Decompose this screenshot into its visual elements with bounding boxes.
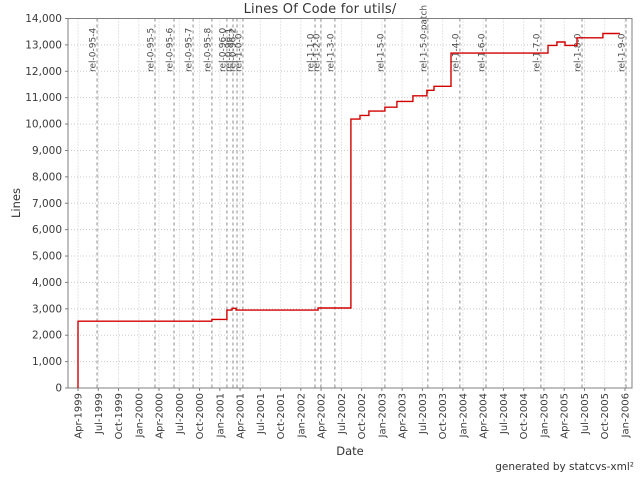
y-tick-label: 14,000 (25, 13, 62, 25)
x-tick-label: Apr-2002 (317, 393, 328, 439)
release-label: rel-1-0-0 (234, 33, 244, 72)
x-tick-label: Jul-1999 (94, 393, 105, 435)
release-label: rel-0-95-8 (203, 28, 213, 72)
release-label: rel-0-96-2 (229, 28, 239, 72)
y-tick-label: 7,000 (32, 198, 62, 210)
release-label: rel-0-95-7 (185, 28, 195, 72)
x-tick-label: Oct-2003 (438, 393, 449, 439)
y-tick-label: 12,000 (25, 66, 62, 78)
x-tick-label: Jul-2005 (580, 393, 591, 435)
x-tick-label: Oct-1999 (114, 393, 125, 439)
x-tick-label: Apr-2005 (560, 393, 571, 439)
y-axis-title: Lines (9, 188, 23, 218)
x-tick-label: Jan-2006 (621, 393, 632, 438)
x-tick-label: Oct-2002 (357, 393, 368, 439)
x-tick-label: Jul-2003 (418, 393, 429, 435)
y-tick-label: 4,000 (32, 277, 62, 289)
release-label: rel-1-8-0 (574, 33, 584, 72)
release-label: rel-1-3-0 (326, 33, 336, 72)
y-tick-label: 3,000 (32, 303, 62, 315)
y-tick-label: 13,000 (25, 39, 62, 51)
credit-note: generated by statcvs-xml² (495, 461, 634, 473)
x-tick-label: Apr-1999 (74, 393, 85, 439)
y-tick-label: 5,000 (32, 251, 62, 263)
release-label: rel-1-9-0 (618, 33, 628, 72)
x-tick-label: Jan-2005 (539, 393, 550, 438)
x-tick-label: Jul-2002 (337, 393, 348, 435)
release-label: rel-0-95-4 (89, 28, 99, 72)
x-tick-label: Jul-2004 (499, 393, 510, 435)
y-tick-label: 11,000 (25, 92, 62, 104)
y-tick-label: 6,000 (32, 224, 62, 236)
x-tick-label: Jan-2001 (215, 393, 226, 438)
x-tick-label: Jul-2001 (256, 393, 267, 435)
x-tick-label: Jan-2000 (134, 393, 145, 438)
plot-border (67, 18, 633, 389)
release-label: rel-1-5-0 (376, 33, 386, 72)
x-tick-label: Oct-2004 (519, 393, 530, 439)
x-axis-title: Date (336, 444, 364, 458)
release-label: rel-0-95-6 (166, 28, 176, 72)
y-tick-label: 10,000 (25, 119, 62, 131)
y-tick-label: 0 (55, 383, 62, 395)
x-tick-label: Jan-2004 (458, 393, 469, 438)
x-tick-label: Apr-2003 (398, 393, 409, 439)
x-tick-label: Apr-2001 (236, 393, 247, 439)
y-tick-label: 1,000 (32, 356, 62, 368)
release-label: rel-1-2-0 (312, 33, 322, 72)
y-tick-label: 8,000 (32, 171, 62, 183)
y-tick-label: 9,000 (32, 145, 62, 157)
release-label: rel-0-95-5 (146, 28, 156, 72)
release-label: rel-0-96-0 (218, 28, 228, 72)
x-tick-label: Oct-2001 (276, 393, 287, 439)
x-tick-label: Oct-2005 (600, 393, 611, 439)
chart-title: Lines Of Code for utils/ (243, 2, 397, 17)
release-label: rel-1-5-0-patch (419, 5, 429, 72)
x-tick-label: Apr-2004 (479, 393, 490, 439)
loc-step-line (77, 32, 620, 388)
x-tick-label: Jan-2002 (296, 393, 307, 438)
x-tick-label: Oct-2000 (195, 393, 206, 439)
series-group (77, 32, 620, 388)
y-tick-label: 2,000 (32, 330, 62, 342)
x-tick-label: Jul-2000 (175, 393, 186, 435)
release-label: rel-1-1-0 (307, 33, 317, 72)
release-lines-group: rel-0-95-4 rel-0-95-5 rel-0-95-6 rel-0-95-7… (89, 5, 628, 388)
x-tick-label: Jan-2003 (377, 393, 388, 438)
release-label: rel-0-96-1 (224, 28, 234, 72)
x-tick-label: Apr-2000 (155, 393, 166, 439)
